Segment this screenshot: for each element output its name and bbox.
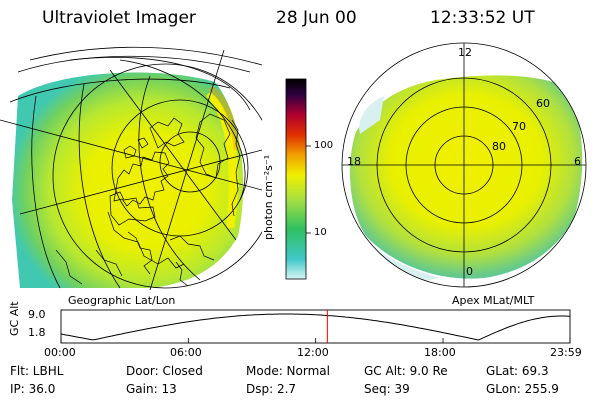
time-tick-0000: 00:00 xyxy=(44,346,76,359)
gc-alt-info: GC Alt: 9.0 Re xyxy=(364,364,448,378)
altitude-ytick-bottom: 1.8 xyxy=(28,326,46,339)
date-label: 28 Jun 00 xyxy=(276,8,357,28)
door-info: Door: Closed xyxy=(126,364,203,378)
altitude-ytick-top: 9.0 xyxy=(28,308,46,321)
glon-info: GLon: 255.9 xyxy=(486,382,559,396)
altitude-curve xyxy=(60,313,571,341)
geographic-map xyxy=(0,46,262,290)
time-tick-2359: 23:59 xyxy=(550,346,582,359)
time-tick-1800: 18:00 xyxy=(424,346,456,359)
time-tick-1200: 12:00 xyxy=(297,346,329,359)
apex-caption: Apex MLat/MLT xyxy=(452,294,535,307)
filter-info: Flt: LBHL xyxy=(10,364,64,378)
glat-info: GLat: 69.3 xyxy=(486,364,549,378)
colorbar-unit-label: photon cm⁻²s⁻¹ xyxy=(262,154,275,240)
mlt-label-6: 6 xyxy=(574,155,581,168)
lat-label-80: 80 xyxy=(492,140,506,153)
mode-info: Mode: Normal xyxy=(246,364,330,378)
altitude-ylabel: GC Alt xyxy=(8,301,21,336)
ip-info: IP: 36.0 xyxy=(10,382,56,396)
altitude-plot xyxy=(60,309,571,344)
time-label: 12:33:52 UT xyxy=(430,8,535,28)
instrument-title: Ultraviolet Imager xyxy=(42,8,196,28)
gain-info: Gain: 13 xyxy=(126,382,177,396)
mlt-label-12: 12 xyxy=(458,46,472,59)
mlt-label-18: 18 xyxy=(347,155,361,168)
lat-label-60: 60 xyxy=(536,97,550,110)
colorbar-label-10: 10 xyxy=(314,227,327,238)
time-tick-0600: 06:00 xyxy=(170,346,202,359)
mlt-label-0: 0 xyxy=(466,265,473,278)
apex-map xyxy=(341,42,587,288)
geographic-caption: Geographic Lat/Lon xyxy=(68,294,176,307)
lat-label-70: 70 xyxy=(512,120,526,133)
dsp-info: Dsp: 2.7 xyxy=(246,382,297,396)
colorbar-label-100: 100 xyxy=(314,140,334,151)
colorbar xyxy=(285,78,307,280)
seq-info: Seq: 39 xyxy=(364,382,410,396)
